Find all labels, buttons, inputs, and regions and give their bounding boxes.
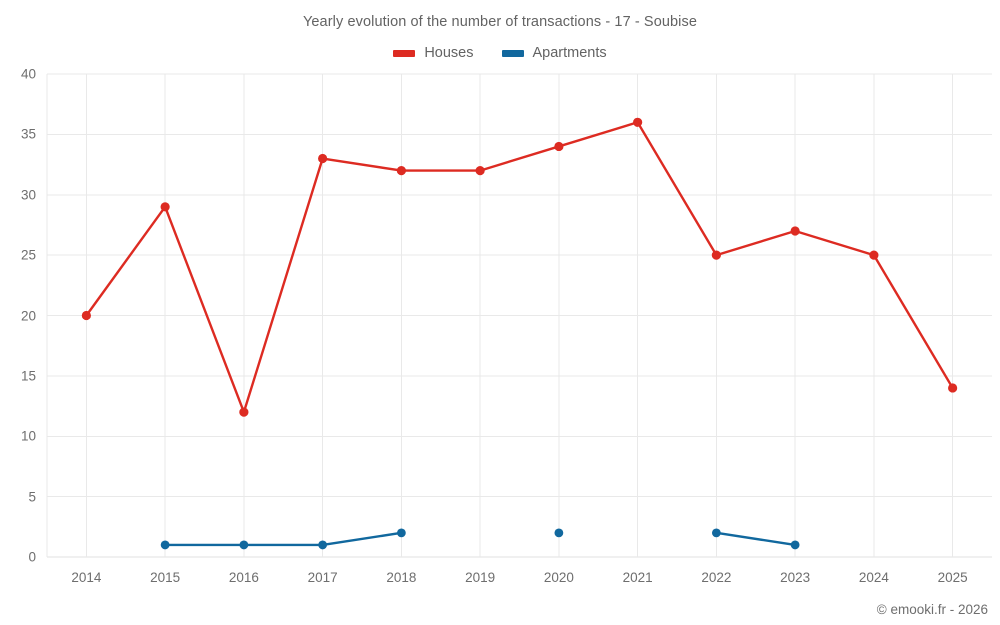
chart-legend: Houses Apartments	[0, 45, 1000, 61]
x-axis-tick-label: 2015	[150, 570, 181, 585]
data-point-houses-2021[interactable]	[633, 117, 643, 127]
legend-swatch-icon	[501, 49, 524, 57]
x-axis-tick-label: 2024	[858, 570, 889, 585]
y-axis-tick-label: 20	[20, 308, 36, 323]
legend-item-houses[interactable]: Houses	[393, 45, 474, 61]
series-line-apartments	[715, 531, 797, 547]
legend-item-apartments[interactable]: Apartments	[501, 45, 607, 61]
data-point-apartments-2016[interactable]	[239, 540, 249, 550]
data-point-houses-2022[interactable]	[711, 250, 721, 260]
x-axis-tick-label: 2021	[622, 570, 653, 585]
data-point-houses-2023[interactable]	[790, 226, 800, 236]
legend-item-label: Houses	[424, 45, 474, 61]
y-axis-tick-label: 25	[20, 247, 36, 263]
legend-item-label: Apartments	[532, 45, 607, 61]
data-point-houses-2016[interactable]	[239, 407, 249, 417]
x-axis-tick-label: 2018	[386, 570, 417, 585]
y-axis-tick-label: 10	[20, 428, 36, 444]
x-axis-tick-label: 2020	[543, 570, 574, 585]
y-axis-tick-label: 5	[28, 489, 36, 505]
x-axis-tick-label: 2014	[71, 570, 102, 585]
data-point-apartments-2015[interactable]	[160, 540, 170, 550]
series-line-houses	[85, 121, 954, 414]
chart-title: Yearly evolution of the number of transa…	[302, 14, 698, 30]
data-point-houses-2017[interactable]	[318, 153, 328, 164]
x-axis-tick-label: 2022	[701, 570, 732, 585]
y-axis-tick-label: 35	[20, 126, 36, 142]
x-axis-tick-label: 2023	[780, 570, 811, 585]
copyright-footer: © emooki.fr - 2026	[876, 602, 988, 617]
data-point-houses-2019[interactable]	[475, 166, 485, 176]
y-axis-tick-label: 0	[28, 549, 36, 565]
data-point-houses-2014[interactable]	[81, 310, 91, 321]
data-point-houses-2024[interactable]	[869, 250, 879, 260]
data-point-apartments-2023[interactable]	[790, 540, 800, 550]
y-axis-tick-label: 40	[20, 66, 36, 82]
y-axis-tick-label: 15	[20, 368, 36, 384]
legend-swatch-icon	[393, 49, 416, 57]
data-point-apartments-2020[interactable]	[554, 528, 564, 538]
x-axis-tick-label: 2025	[937, 570, 968, 585]
data-point-houses-2015[interactable]	[160, 202, 170, 212]
data-point-apartments-2017[interactable]	[318, 540, 328, 550]
data-point-houses-2018[interactable]	[396, 166, 406, 176]
data-point-apartments-2022[interactable]	[711, 528, 721, 538]
x-axis-tick-label: 2017	[307, 570, 338, 585]
series-line-apartments	[163, 531, 403, 547]
data-point-houses-2020[interactable]	[554, 141, 564, 152]
x-axis-tick-label: 2016	[228, 570, 259, 585]
x-axis-tick-label: 2019	[465, 570, 496, 585]
y-axis-tick-label: 30	[20, 187, 36, 203]
data-point-apartments-2018[interactable]	[396, 528, 406, 538]
data-point-houses-2025[interactable]	[948, 383, 958, 393]
